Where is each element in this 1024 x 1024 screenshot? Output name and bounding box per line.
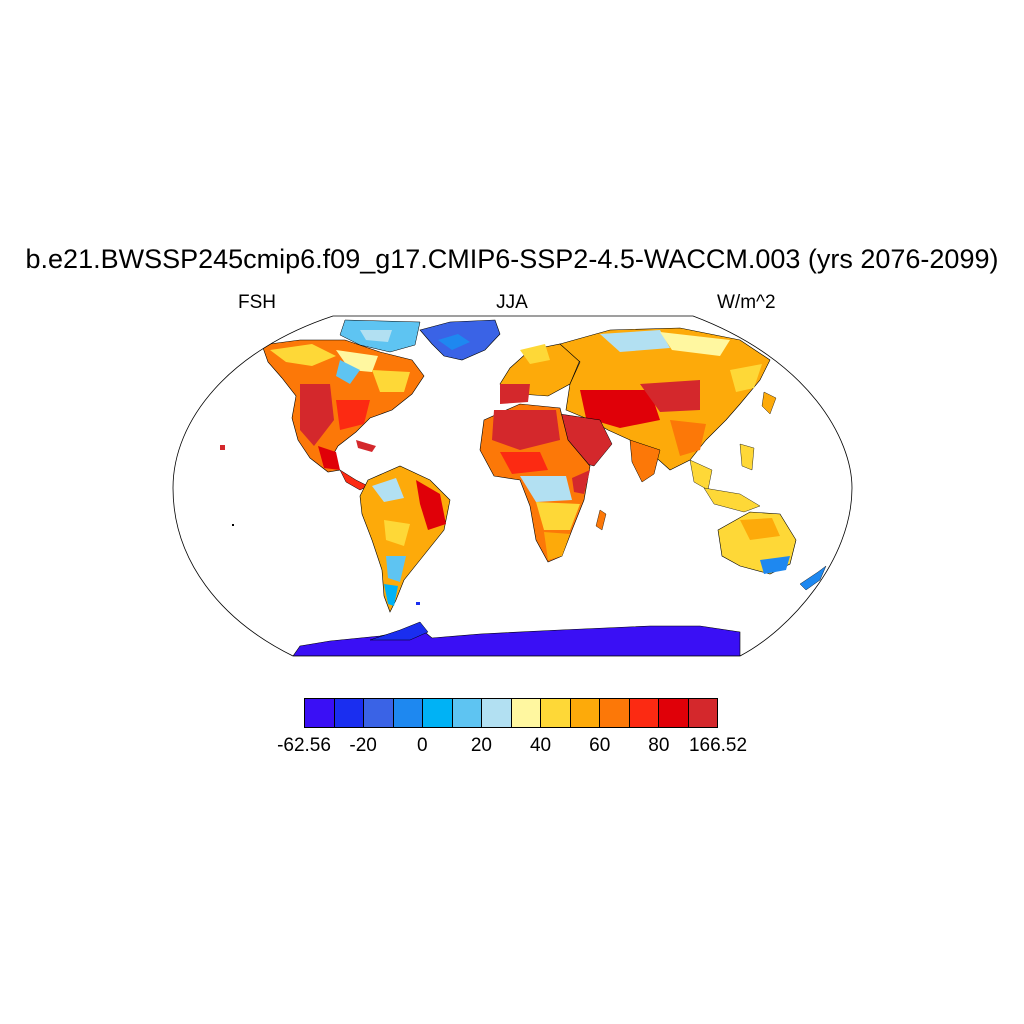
colorbar-box-9	[570, 699, 600, 727]
colorbar-box-4	[423, 699, 453, 727]
antarctic-peninsula	[369, 621, 429, 641]
colorbar-label: 166.52	[688, 735, 748, 756]
colorbar-label: -62.56	[277, 735, 331, 756]
colorbar-label: 80	[648, 735, 670, 756]
antarctica-region	[292, 625, 741, 656]
colorbar-box-11	[629, 699, 659, 727]
colorbar-box-5	[452, 699, 482, 727]
colorbar-box-6	[482, 699, 512, 727]
colorbar-box-12	[659, 699, 689, 727]
colorbar	[304, 698, 718, 728]
season-label: JJA	[496, 292, 528, 313]
colorbar-box-7	[511, 699, 541, 727]
colorbar-label: 40	[529, 735, 552, 756]
map-title: b.e21.BWSSP245cmip6.f09_g17.CMIP6-SSP2-4…	[25, 244, 999, 274]
south-asia-region	[629, 439, 661, 483]
map-boundary	[172, 315, 853, 657]
colorbar-label: 60	[589, 735, 611, 756]
new-zealand-region	[799, 565, 827, 591]
colorbar-box-1	[334, 699, 364, 727]
colorbar-box-10	[600, 699, 630, 727]
colorbar-box-0	[305, 699, 335, 727]
units-label: W/m^2	[717, 292, 776, 313]
colorbar-label: 0	[416, 735, 428, 756]
colorbar-label: -20	[349, 735, 377, 756]
colorbar-label: 20	[470, 735, 492, 756]
colorbar-box-3	[393, 699, 423, 727]
colorbar-box-2	[364, 699, 394, 727]
central-america-region	[339, 469, 369, 491]
variable-label: FSH	[238, 292, 276, 313]
colorbar-box-13	[688, 699, 717, 727]
colorbar-box-8	[541, 699, 571, 727]
